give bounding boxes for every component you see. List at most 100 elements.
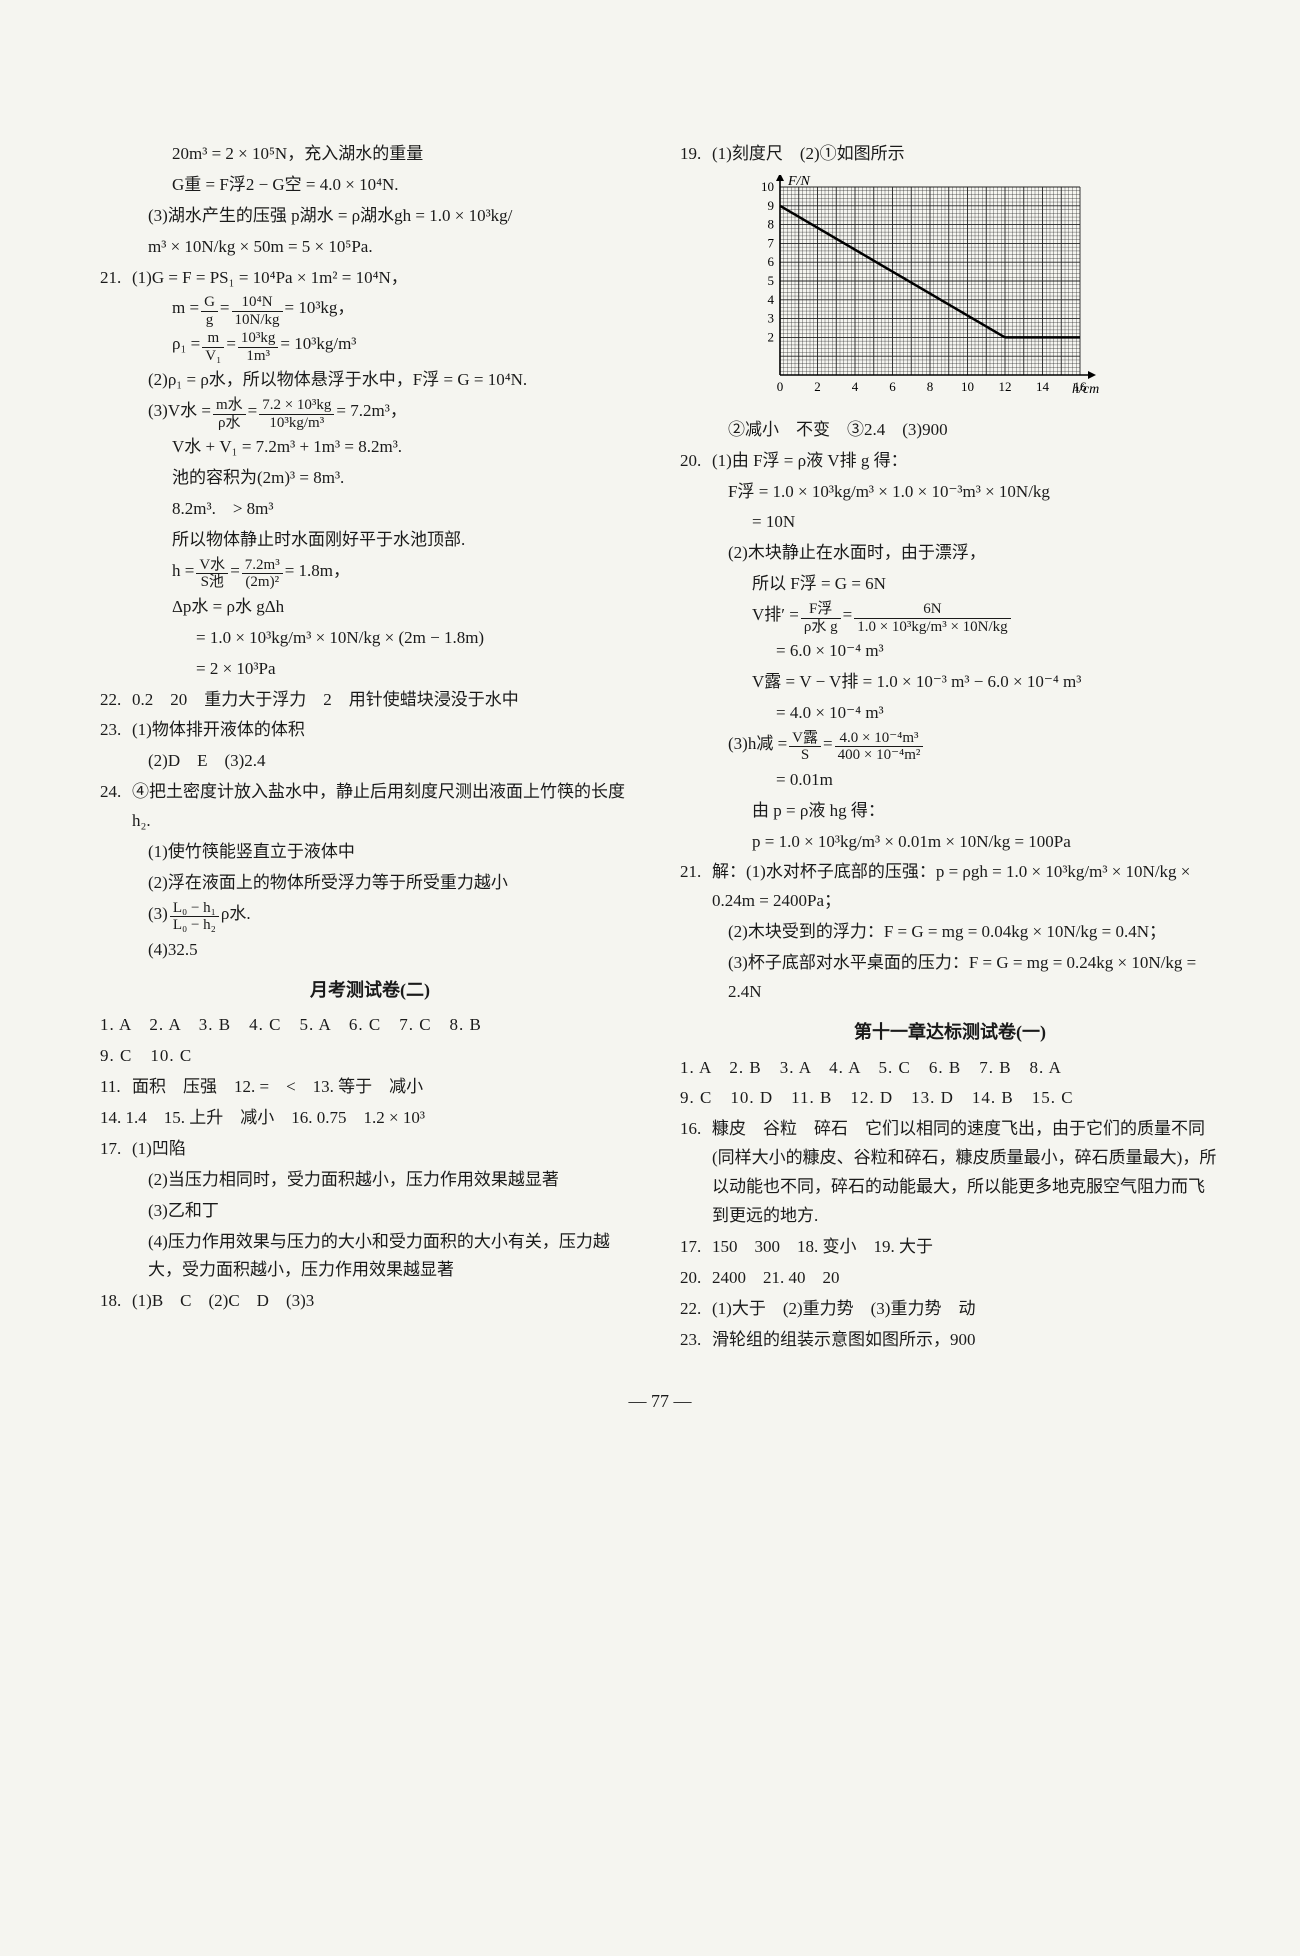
text-line: 14. 1.4 15. 上升 减小 16. 0.75 1.2 × 10³ <box>100 1104 640 1133</box>
qnum: 16. <box>680 1115 712 1231</box>
text: 1. A 2. A 3. B 4. C 5. A 6. C 7. C 8. B <box>100 1011 482 1040</box>
svg-text:14: 14 <box>1036 379 1050 394</box>
text: ρ水. <box>221 900 251 934</box>
text: (1)凹陷 <box>132 1135 640 1164</box>
q23r: 23.滑轮组的组装示意图如图所示，900 <box>680 1326 1220 1355</box>
chart-svg: 02468101214162345678910F/Nh/cm <box>740 175 1100 400</box>
text: = 4.0 × 10⁻⁴ m³ <box>776 699 884 728</box>
text-line: (3)湖水产生的压强 p湖水 = ρ湖水gh = 1.0 × 10³kg/ <box>100 202 640 231</box>
q23: 23. (1)物体排开液体的体积 <box>100 716 640 745</box>
qnum: 20. <box>680 447 712 476</box>
text: p = 1.0 × 10³kg/m³ × 0.01m × 10N/kg = 10… <box>752 828 1071 857</box>
text-line: 所以 F浮 = G = 6N <box>680 570 1220 599</box>
text: (3)湖水产生的压强 p湖水 = ρ湖水gh = 1.0 × 10³kg/ <box>148 202 512 231</box>
text: (1)使竹筷能竖直立于液体中 <box>148 838 355 867</box>
text: m = <box>172 294 199 328</box>
text: ②减小 不变 ③2.4 (3)900 <box>728 416 948 445</box>
text-line: F浮 = 1.0 × 10³kg/m³ × 1.0 × 10⁻³m³ × 10N… <box>680 478 1220 507</box>
text: V水 + V₁ = 7.2m³ + 1m³ = 8.2m³. <box>172 433 402 462</box>
svg-text:8: 8 <box>768 216 775 231</box>
text: G重 = F浮2 − G空 = 4.0 × 10⁴N. <box>172 171 399 200</box>
svg-text:6: 6 <box>889 379 896 394</box>
q20r: 20.2400 21. 40 20 <box>680 1264 1220 1293</box>
text-line: 池的容积为(2m)³ = 8m³. <box>100 464 640 493</box>
text-line: (3) L₀ − h₁L₀ − h₂ ρ水. <box>100 900 640 934</box>
text: = 7.2m³， <box>336 397 406 431</box>
text: F浮 = 1.0 × 10³kg/m³ × 1.0 × 10⁻³m³ × 10N… <box>728 478 1050 507</box>
text-line: (3)V水 = m水ρ水 = 7.2 × 10³kg10³kg/m³ = 7.2… <box>100 397 640 431</box>
text: 所以物体静止时水面刚好平于水池顶部. <box>172 526 465 555</box>
fraction: mV₁ <box>202 330 224 364</box>
fraction: 7.2m³(2m)² <box>242 557 283 591</box>
text: (2)ρ₁ = ρ水，所以物体悬浮于水中，F浮 = G = 10⁴N. <box>148 366 527 395</box>
text-line: (2)木块受到的浮力：F = G = mg = 0.04kg × 10N/kg … <box>680 918 1220 947</box>
text: (2)浮在液面上的物体所受浮力等于所受重力越小 <box>148 869 508 898</box>
fraction: V露S <box>789 730 821 764</box>
svg-text:6: 6 <box>768 254 775 269</box>
svg-text:10: 10 <box>761 179 774 194</box>
q19: 19.(1)刻度尺 (2)①如图所示 <box>680 140 1220 169</box>
text: = 10³kg/m³ <box>280 330 356 364</box>
text-line: = 1.0 × 10³kg/m³ × 10N/kg × (2m − 1.8m) <box>100 624 640 653</box>
text: 14. 1.4 15. 上升 减小 16. 0.75 1.2 × 10³ <box>100 1104 425 1133</box>
text-line: = 10N <box>680 508 1220 537</box>
text: (2)D E (3)2.4 <box>148 747 266 776</box>
text-line: (1)使竹筷能竖直立于液体中 <box>100 838 640 867</box>
text: Δp水 = ρ水 gΔh <box>172 593 284 622</box>
fraction: Gg <box>201 294 218 328</box>
qnum: 19. <box>680 140 712 169</box>
text: 9. C 10. D 11. B 12. D 13. D 14. B 15. C <box>680 1084 1074 1113</box>
text: m³ × 10N/kg × 50m = 5 × 10⁵Pa. <box>148 233 373 262</box>
q11: 11.面积 压强 12. = < 13. 等于 减小 <box>100 1073 640 1102</box>
svg-text:h/cm: h/cm <box>1072 382 1099 397</box>
svg-text:2: 2 <box>768 329 775 344</box>
svg-text:4: 4 <box>768 292 775 307</box>
qnum: 17. <box>680 1233 712 1262</box>
test11-title: 第十一章达标测试卷(一) <box>680 1017 1220 1048</box>
text-line: = 6.0 × 10⁻⁴ m³ <box>680 637 1220 666</box>
text: 0.2 20 重力大于浮力 2 用针使蜡块浸没于水中 <box>132 686 640 715</box>
text: = <box>843 601 853 635</box>
page-number: — 77 — <box>100 1386 1220 1417</box>
text: (2)当压力相同时，受力面积越小，压力作用效果越显著 <box>148 1166 559 1195</box>
text: = <box>220 294 230 328</box>
qnum: 23. <box>680 1326 712 1355</box>
text: (2)木块受到的浮力：F = G = mg = 0.04kg × 10N/kg … <box>728 918 1166 947</box>
text: (1)由 F浮 = ρ液 V排 g 得： <box>712 447 1220 476</box>
qnum: 22. <box>680 1295 712 1324</box>
text-line: m = Gg = 10⁴N10N/kg = 10³kg， <box>100 294 640 328</box>
text-line: (3)杯子底部对水平桌面的压力：F = G = mg = 0.24kg × 10… <box>680 949 1220 1007</box>
text: 8.2m³. > 8m³ <box>172 495 273 524</box>
text: (3)h减 = <box>728 730 787 764</box>
text-line: V露 = V − V排 = 1.0 × 10⁻³ m³ − 6.0 × 10⁻⁴… <box>680 668 1220 697</box>
q22r: 22.(1)大于 (2)重力势 (3)重力势 动 <box>680 1295 1220 1324</box>
text: 150 300 18. 变小 19. 大于 <box>712 1233 1220 1262</box>
text-line: V排′ = F浮ρ水 g = 6N1.0 × 10³kg/m³ × 10N/kg <box>680 601 1220 635</box>
text: = 2 × 10³Pa <box>196 655 276 684</box>
q16r: 16.糠皮 谷粒 碎石 它们以相同的速度飞出，由于它们的质量不同(同样大小的糠皮… <box>680 1115 1220 1231</box>
fraction: V水S池 <box>196 557 228 591</box>
text-line: (2)浮在液面上的物体所受浮力等于所受重力越小 <box>100 869 640 898</box>
text: V露 = V − V排 = 1.0 × 10⁻³ m³ − 6.0 × 10⁻⁴… <box>752 668 1081 697</box>
text-line: (2)ρ₁ = ρ水，所以物体悬浮于水中，F浮 = G = 10⁴N. <box>100 366 640 395</box>
text-line: (2)D E (3)2.4 <box>100 747 640 776</box>
text: 所以 F浮 = G = 6N <box>752 570 886 599</box>
text: 解：(1)水对杯子底部的压强：p = ρgh = 1.0 × 10³kg/m³ … <box>712 858 1220 916</box>
svg-text:12: 12 <box>999 379 1012 394</box>
text: 由 p = ρ液 hg 得： <box>752 797 885 826</box>
text: = 0.01m <box>776 766 833 795</box>
text: (1)B C (2)C D (3)3 <box>132 1287 640 1316</box>
text: = <box>226 330 236 364</box>
right-column: 19.(1)刻度尺 (2)①如图所示 024681012141623456789… <box>680 140 1220 1356</box>
svg-text:4: 4 <box>852 379 859 394</box>
svg-text:0: 0 <box>777 379 784 394</box>
fraction: L₀ − h₁L₀ − h₂ <box>170 900 219 934</box>
qnum: 21. <box>680 858 712 916</box>
text-line: ②减小 不变 ③2.4 (3)900 <box>680 416 1220 445</box>
text-line: V水 + V₁ = 7.2m³ + 1m³ = 8.2m³. <box>100 433 640 462</box>
q18: 18.(1)B C (2)C D (3)3 <box>100 1287 640 1316</box>
text-line: h = V水S池 = 7.2m³(2m)² = 1.8m， <box>100 557 640 591</box>
qnum: 11. <box>100 1073 132 1102</box>
text: = 6.0 × 10⁻⁴ m³ <box>776 637 884 666</box>
text: (3)杯子底部对水平桌面的压力：F = G = mg = 0.24kg × 10… <box>728 949 1220 1007</box>
